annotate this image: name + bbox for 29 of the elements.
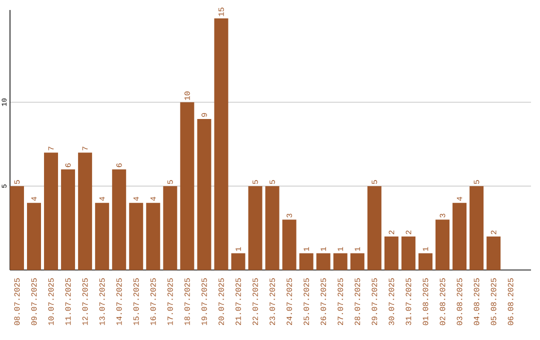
bar (112, 169, 126, 270)
bar (333, 253, 348, 270)
bar (316, 253, 330, 270)
bar (265, 186, 280, 270)
bar (78, 152, 92, 270)
bar (299, 253, 314, 270)
bar (95, 202, 110, 270)
bar (350, 253, 364, 270)
bar (384, 236, 398, 270)
bar (197, 119, 212, 270)
bar (61, 169, 76, 270)
bar (180, 102, 194, 270)
bar (129, 202, 144, 270)
bar (367, 186, 382, 270)
bar (282, 220, 296, 270)
bar (231, 253, 246, 270)
bar (486, 236, 501, 270)
bar (470, 186, 484, 270)
bar (146, 202, 160, 270)
bar (401, 236, 416, 270)
bar (10, 186, 24, 270)
bar (452, 202, 467, 270)
bar (418, 253, 432, 270)
bar (214, 18, 228, 270)
bar (248, 186, 262, 270)
bar (436, 220, 450, 270)
bar (27, 202, 42, 270)
bar (44, 152, 58, 270)
bar (163, 186, 178, 270)
